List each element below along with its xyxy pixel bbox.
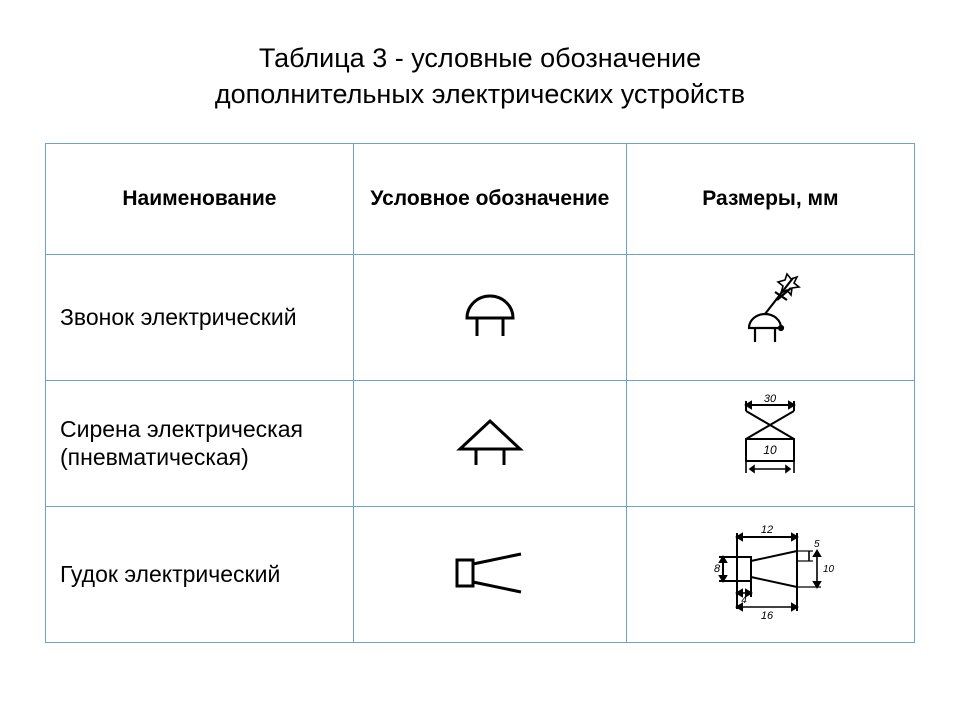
siren-symbol-cell	[353, 380, 626, 506]
siren-icon	[440, 403, 540, 478]
bell-dimension-cell	[626, 254, 914, 380]
row-name: Сирена электрическая (пневматическая)	[46, 380, 354, 506]
horn-dimension-cell: 12 8 5 10 4 16	[626, 506, 914, 642]
bell-dimension-icon	[705, 270, 835, 360]
table-header-row: Наименование Условное обозначение Размер…	[46, 143, 915, 254]
dim-label: 8	[714, 563, 721, 575]
dim-label: 10	[764, 443, 778, 457]
col-header-name: Наименование	[46, 143, 354, 254]
horn-symbol-cell	[353, 506, 626, 642]
table-row: Сирена электрическая (пневматическая)	[46, 380, 915, 506]
symbols-table: Наименование Условное обозначение Размер…	[45, 143, 915, 643]
row-name: Гудок электрический	[46, 506, 354, 642]
dim-label: 5	[814, 539, 820, 550]
col-header-dims: Размеры, мм	[626, 143, 914, 254]
dim-label: 12	[761, 524, 773, 536]
table-row: Гудок электрический	[46, 506, 915, 642]
bell-icon	[445, 280, 535, 350]
siren-dimension-icon: 30 10	[700, 391, 840, 491]
bell-symbol-cell	[353, 254, 626, 380]
dim-label: 30	[764, 393, 777, 405]
title-line-2: дополнительных электрических устройств	[215, 79, 745, 109]
page-title: Таблица 3 - условные обозначение дополни…	[80, 0, 880, 133]
horn-dimension-icon: 12 8 5 10 4 16	[685, 517, 855, 627]
horn-icon	[435, 534, 545, 609]
row-name: Звонок электрический	[46, 254, 354, 380]
dim-label: 16	[761, 610, 774, 622]
dim-label: 4	[742, 595, 748, 606]
dim-label: 10	[823, 564, 835, 575]
col-header-symbol: Условное обозначение	[353, 143, 626, 254]
title-line-1: Таблица 3 - условные обозначение	[259, 43, 701, 73]
table-row: Звонок электрический	[46, 254, 915, 380]
siren-dimension-cell: 30 10	[626, 380, 914, 506]
